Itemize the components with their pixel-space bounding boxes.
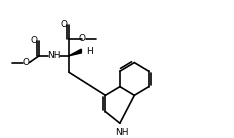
Text: NH: NH: [47, 51, 60, 60]
Text: O: O: [22, 58, 29, 67]
Text: H: H: [86, 47, 93, 55]
Text: O: O: [61, 20, 68, 29]
Polygon shape: [69, 49, 81, 56]
Text: O: O: [79, 34, 86, 43]
Text: O: O: [31, 36, 38, 45]
Text: NH: NH: [115, 128, 128, 137]
